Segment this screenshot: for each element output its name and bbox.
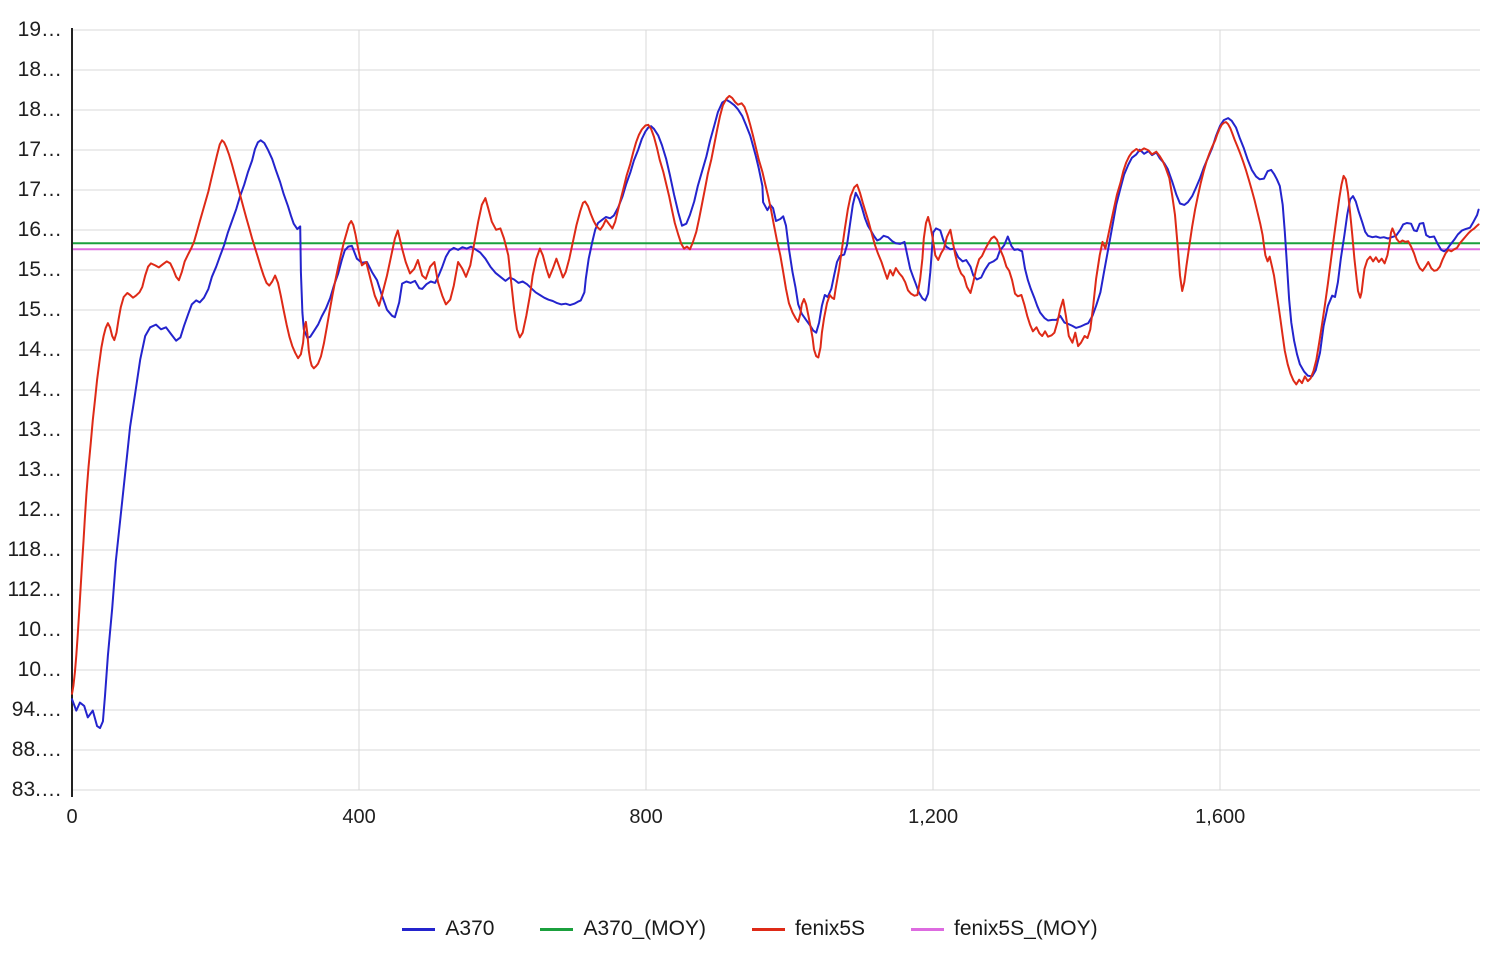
chart-legend: A370 A370_(MOY) fenix5S fenix5S_(MOY) [0,905,1500,953]
y-tick-label: 17… [17,178,62,201]
legend-item-fenix5s[interactable]: fenix5S [752,917,865,941]
y-tick-label: 19… [17,18,62,41]
y-tick-label: 13… [17,418,62,441]
y-tick-label: 88.… [11,738,62,761]
y-tick-label: 15… [17,258,62,281]
y-tick-label: 16… [17,218,62,241]
y-tick-label: 14… [17,338,62,361]
y-tick-label: 118… [7,538,62,561]
x-tick-label: 800 [629,806,663,828]
legend-line-swatch [752,927,785,931]
y-tick-label: 94.… [11,698,62,721]
legend-item-fenix5s_(moy)[interactable]: fenix5S_(MOY) [911,917,1098,941]
y-tick-label: 13… [17,458,62,481]
legend-label: A370 [445,917,495,940]
legend-line-swatch [540,927,574,931]
y-tick-label: 112… [7,578,62,601]
series-line-a370 [71,98,1480,730]
x-tick-label: 0 [66,806,78,828]
y-tick-label: 17… [17,138,62,161]
y-tick-label: 18… [17,98,62,121]
series-line-fenix5s [71,94,1480,695]
legend-item-a370[interactable]: A370 [402,917,494,941]
y-tick-label: 83.… [11,778,62,801]
x-tick-label: 400 [342,806,376,828]
y-tick-label: 15… [17,298,62,321]
y-tick-label: 14… [17,378,62,401]
x-tick-label: 1,600 [1195,806,1246,828]
legend-line-swatch [911,927,945,931]
y-tick-label: 10… [17,658,62,681]
legend-item-a370_(moy)[interactable]: A370_(MOY) [540,917,706,941]
legend-line-swatch [402,927,436,931]
x-tick-label: 1,200 [908,806,959,828]
legend-label: fenix5S [795,917,866,940]
legend-label: fenix5S_(MOY) [954,917,1098,940]
legend-label: A370_(MOY) [583,917,706,940]
y-tick-label: 10… [17,618,62,641]
y-tick-label: 18… [17,58,62,81]
y-tick-label: 12… [17,498,62,521]
